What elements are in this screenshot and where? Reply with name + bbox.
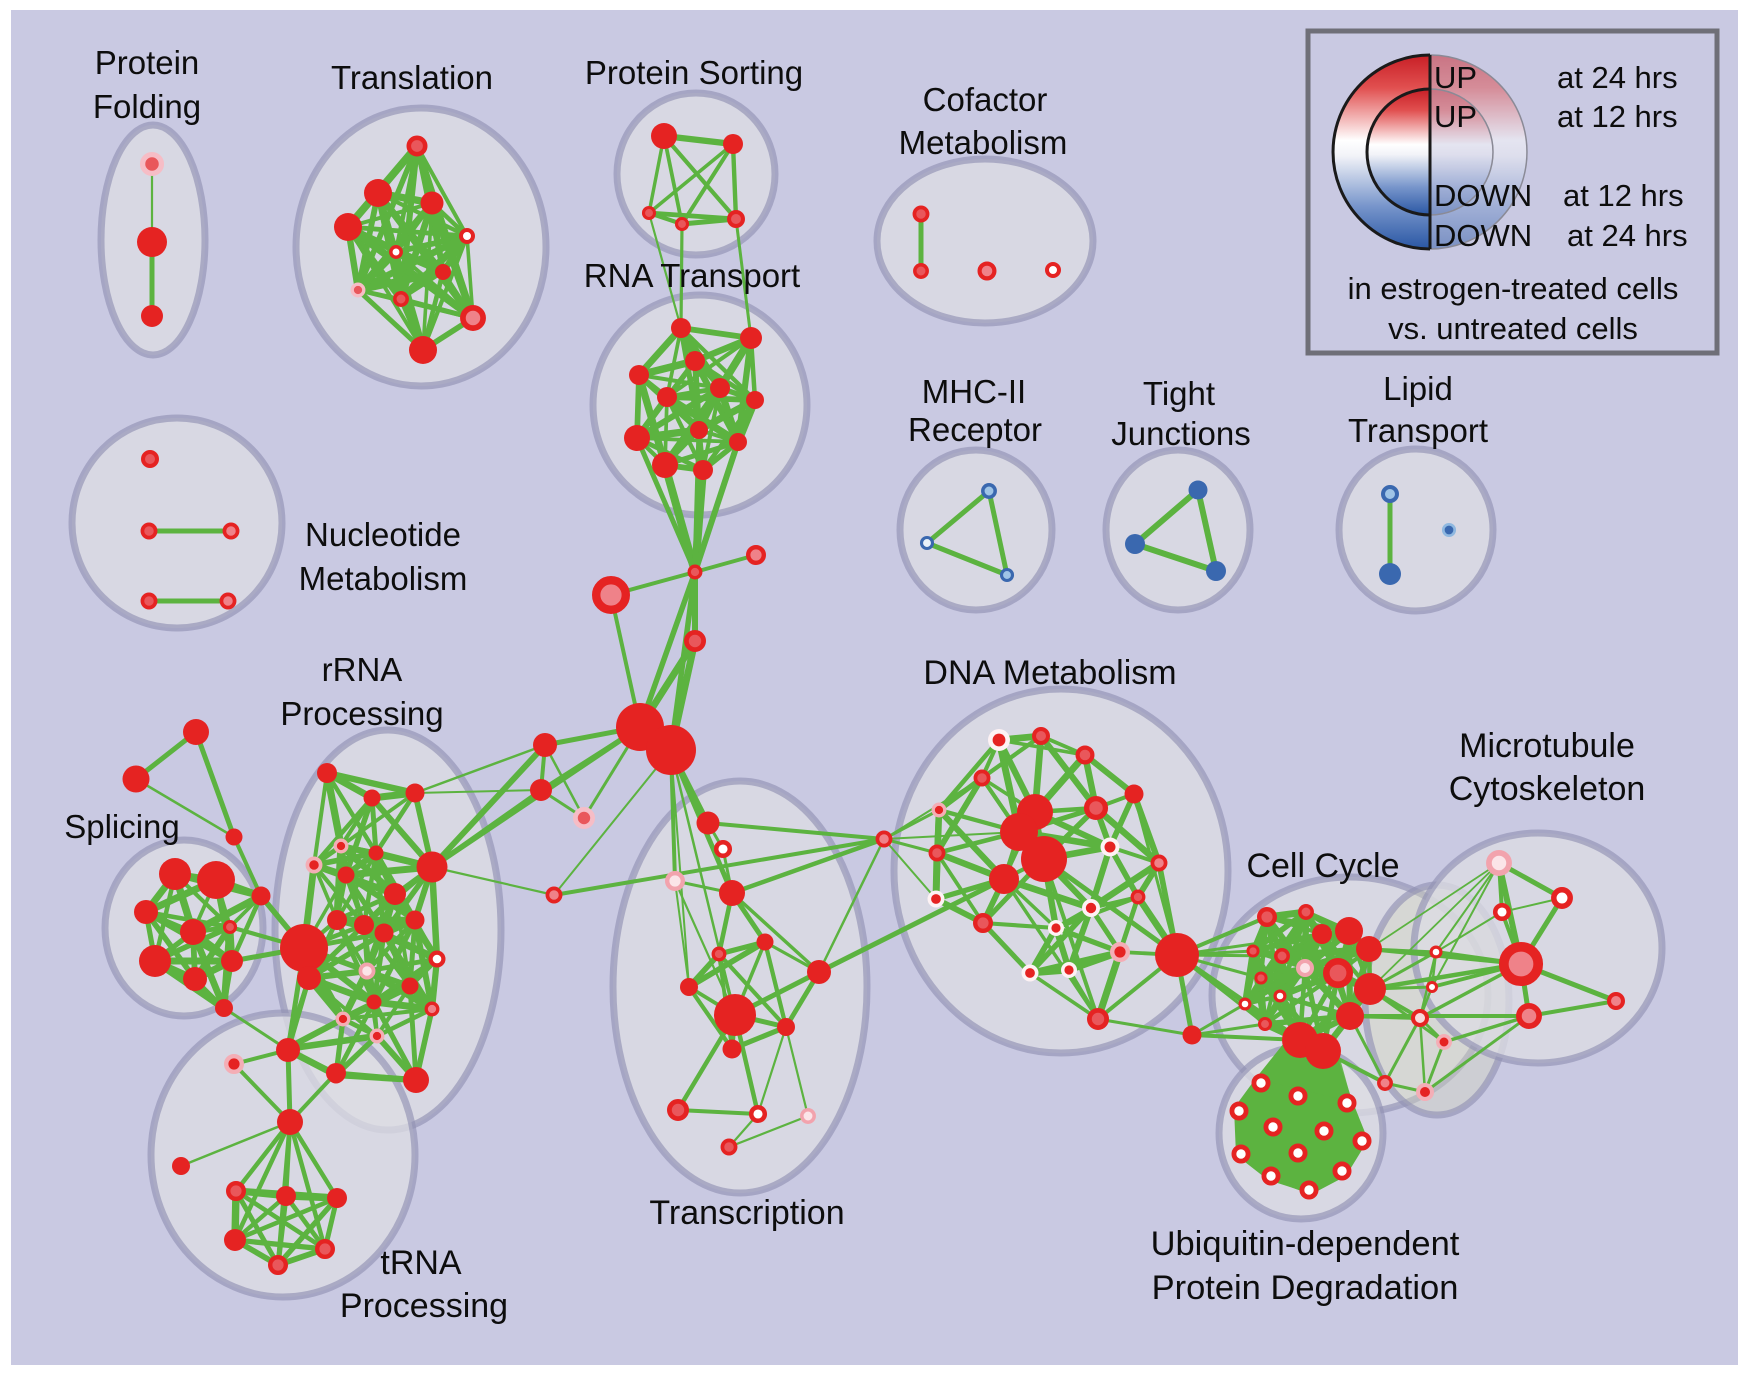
svg-text:DNA Metabolism: DNA Metabolism [923, 654, 1176, 692]
svg-text:Protein: Protein [95, 44, 200, 81]
svg-text:at 12 hrs: at 12 hrs [1563, 178, 1684, 213]
svg-text:Microtubule: Microtubule [1459, 727, 1635, 765]
svg-text:Cytoskeleton: Cytoskeleton [1449, 770, 1646, 808]
svg-text:vs. untreated cells: vs. untreated cells [1388, 311, 1638, 346]
svg-text:rRNA: rRNA [322, 651, 403, 688]
svg-text:Protein Degradation: Protein Degradation [1152, 1269, 1459, 1307]
svg-text:Metabolism: Metabolism [899, 124, 1068, 161]
svg-text:DOWN: DOWN [1434, 178, 1532, 213]
svg-text:Cofactor: Cofactor [923, 81, 1048, 118]
svg-text:Processing: Processing [340, 1287, 508, 1325]
svg-text:DOWN: DOWN [1434, 218, 1532, 253]
svg-text:at 24 hrs: at 24 hrs [1567, 218, 1688, 253]
svg-text:in estrogen-treated cells: in estrogen-treated cells [1348, 271, 1679, 306]
svg-text:at 12 hrs: at 12 hrs [1557, 99, 1678, 134]
svg-text:RNA Transport: RNA Transport [584, 257, 800, 294]
svg-text:Splicing: Splicing [64, 808, 180, 845]
svg-text:Junctions: Junctions [1111, 415, 1250, 452]
svg-text:Receptor: Receptor [908, 411, 1042, 448]
svg-text:MHC-II: MHC-II [922, 373, 1026, 410]
svg-text:Protein Sorting: Protein Sorting [585, 54, 803, 91]
svg-text:tRNA: tRNA [380, 1244, 462, 1282]
svg-text:at 24 hrs: at 24 hrs [1557, 60, 1678, 95]
svg-text:Processing: Processing [280, 695, 443, 732]
svg-text:Cell Cycle: Cell Cycle [1246, 847, 1399, 885]
svg-text:UP: UP [1434, 60, 1477, 95]
svg-text:Metabolism: Metabolism [299, 560, 468, 597]
svg-text:Transport: Transport [1348, 412, 1488, 449]
svg-text:Nucleotide: Nucleotide [305, 516, 461, 553]
svg-text:Lipid: Lipid [1383, 370, 1453, 407]
svg-text:Translation: Translation [331, 59, 493, 96]
svg-text:Tight: Tight [1143, 375, 1215, 412]
svg-text:Folding: Folding [93, 88, 201, 125]
svg-text:UP: UP [1434, 99, 1477, 134]
svg-text:Transcription: Transcription [649, 1194, 844, 1232]
svg-text:Ubiquitin-dependent: Ubiquitin-dependent [1151, 1225, 1460, 1263]
